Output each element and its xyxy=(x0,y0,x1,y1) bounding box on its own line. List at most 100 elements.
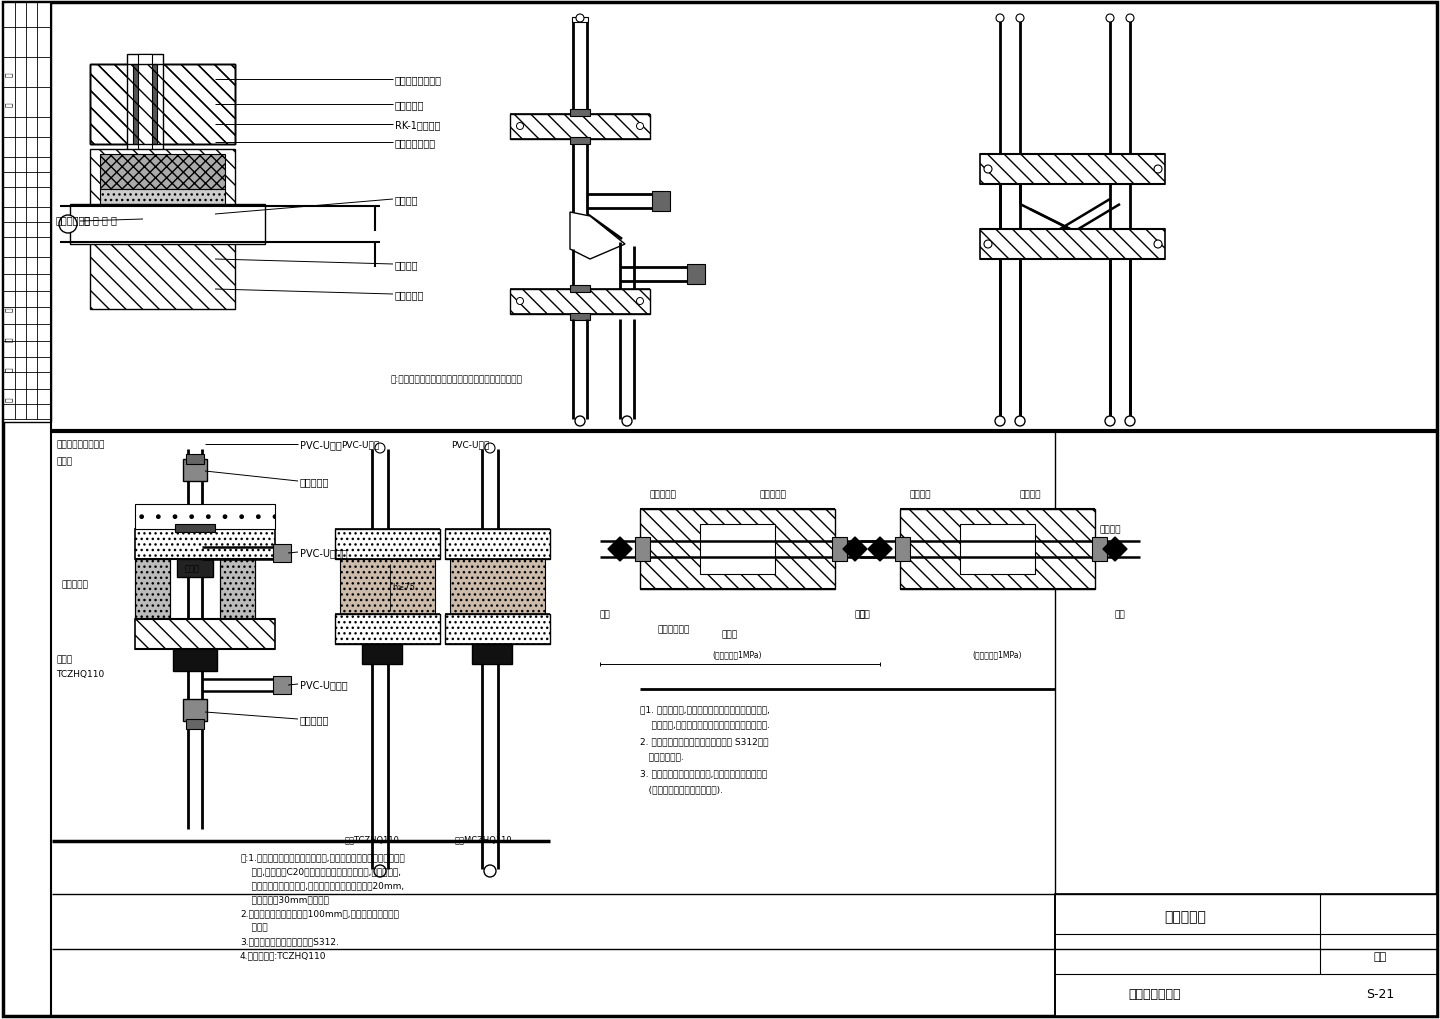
Bar xyxy=(138,55,153,155)
Bar xyxy=(832,537,847,561)
Text: 支模,并且采用C20细石混凝土分二次浇筑管套,浇筑结束后,: 支模,并且采用C20细石混凝土分二次浇筑管套,浇筑结束后, xyxy=(240,866,400,875)
Text: 阻火圈: 阻火圈 xyxy=(56,655,72,663)
Polygon shape xyxy=(570,213,625,260)
Bar xyxy=(274,544,291,562)
Polygon shape xyxy=(842,537,867,561)
Polygon shape xyxy=(1103,537,1128,561)
Circle shape xyxy=(995,417,1005,427)
Text: 球墨铸铁排水管: 球墨铸铁排水管 xyxy=(395,138,436,148)
Circle shape xyxy=(374,865,386,877)
Bar xyxy=(687,265,706,284)
Bar xyxy=(900,510,1094,589)
Text: 室内管段: 室内管段 xyxy=(1100,525,1122,534)
Bar xyxy=(445,530,550,559)
Bar xyxy=(336,530,441,559)
Bar xyxy=(570,110,590,117)
Bar xyxy=(135,620,275,649)
Text: 用水圈: 用水圈 xyxy=(184,564,200,573)
Text: (水压不小于1MPa): (水压不小于1MPa) xyxy=(972,650,1022,659)
Text: 宽度不小于30mm的阻水层: 宽度不小于30mm的阻水层 xyxy=(240,895,328,904)
Text: 接室外检查井: 接室外检查井 xyxy=(56,215,91,225)
Text: h≥75: h≥75 xyxy=(392,582,415,591)
Text: 3. 其环况钢套管加工完成后,在其外壁均刷防锈一道: 3. 其环况钢套管加工完成后,在其外壁均刷防锈一道 xyxy=(639,768,768,777)
Bar xyxy=(639,510,835,589)
Text: 立管伸缩节: 立管伸缩节 xyxy=(300,714,330,725)
Text: 学生公寓楼: 学生公寓楼 xyxy=(1164,909,1205,923)
Bar xyxy=(132,65,157,145)
Text: 2.明敷立管管径大于或等于100mm时,在楼板贯穿位处设置: 2.明敷立管管径大于或等于100mm时,在楼板贯穿位处设置 xyxy=(240,909,399,917)
Circle shape xyxy=(1153,166,1162,174)
Text: 水: 水 xyxy=(4,103,13,107)
Bar xyxy=(91,65,235,145)
Text: 第二防护层: 第二防护层 xyxy=(760,490,786,499)
Polygon shape xyxy=(868,537,891,561)
Bar xyxy=(183,460,207,482)
Bar xyxy=(510,115,649,140)
Bar xyxy=(510,289,649,315)
Bar xyxy=(71,205,265,245)
Text: 水泥砂浆: 水泥砂浆 xyxy=(395,260,419,270)
Text: 钢制防水套管: 钢制防水套管 xyxy=(658,625,690,634)
Circle shape xyxy=(636,123,644,130)
Text: 3.钢制防水套管的做法见图集S312.: 3.钢制防水套管的做法见图集S312. xyxy=(240,936,338,946)
Circle shape xyxy=(575,417,585,427)
Text: 刚性防水套管.: 刚性防水套管. xyxy=(639,753,684,762)
Bar xyxy=(570,314,590,321)
Text: 核: 核 xyxy=(4,397,13,401)
Text: 计: 计 xyxy=(4,337,13,342)
Text: 排: 排 xyxy=(4,72,13,77)
Circle shape xyxy=(59,216,76,233)
Bar xyxy=(135,530,275,559)
Bar xyxy=(340,559,435,614)
Text: 防 水 胶 泥: 防 水 胶 泥 xyxy=(84,215,117,225)
Text: 注:1.管道穿越楼板处为固定支点时,管道支架基本直接在土板上进行: 注:1.管道穿越楼板处为固定支点时,管道支架基本直接在土板上进行 xyxy=(240,853,405,862)
Text: 立管伸缩节: 立管伸缩节 xyxy=(300,477,330,486)
Text: 设: 设 xyxy=(4,308,13,312)
Bar xyxy=(445,614,550,644)
Bar xyxy=(183,699,207,721)
Circle shape xyxy=(576,15,585,23)
Bar xyxy=(99,190,225,225)
Polygon shape xyxy=(608,537,632,561)
Text: (底漆包括红丹或红丹不少于).: (底漆包括红丹或红丹不少于). xyxy=(639,785,723,794)
Text: 闸门: 闸门 xyxy=(1115,610,1126,619)
Text: 排水横干管: 排水横干管 xyxy=(395,100,425,110)
Bar xyxy=(451,559,544,614)
Bar xyxy=(570,138,590,145)
Text: 橡胶圈: 橡胶圈 xyxy=(56,458,72,466)
Text: PVC-U立管: PVC-U立管 xyxy=(300,439,341,449)
Circle shape xyxy=(1017,15,1024,23)
Bar xyxy=(91,150,235,310)
Text: 细石混凝土二次找坡: 细石混凝土二次找坡 xyxy=(56,440,104,449)
Bar xyxy=(960,525,1035,575)
Bar xyxy=(127,55,163,155)
Bar xyxy=(135,559,170,620)
Text: 注:立管与专用通气管连接处的位置具体见相关水系统图: 注:立管与专用通气管连接处的位置具体见相关水系统图 xyxy=(390,375,521,384)
Text: TCZHQ110: TCZHQ110 xyxy=(56,669,104,679)
Circle shape xyxy=(996,15,1004,23)
Text: RK-1柔性抗震: RK-1柔性抗震 xyxy=(395,120,441,129)
Circle shape xyxy=(984,240,992,249)
Bar xyxy=(700,525,775,575)
Bar xyxy=(1056,894,1437,1016)
Text: 闸门: 闸门 xyxy=(599,610,611,619)
Text: 闸门: 闸门 xyxy=(854,610,865,619)
Text: 混凝土外墙: 混凝土外墙 xyxy=(395,289,425,300)
Text: 第一防护层: 第一防护层 xyxy=(649,490,677,499)
Circle shape xyxy=(1104,417,1115,427)
Circle shape xyxy=(1126,15,1133,23)
Bar xyxy=(570,285,590,292)
Bar xyxy=(186,719,204,730)
Text: 推荐TCZHQ110: 推荐TCZHQ110 xyxy=(346,835,400,844)
Text: 注1. 此图为泄排,给排水管道输入防地下室室护外墙,: 注1. 此图为泄排,给排水管道输入防地下室室护外墙, xyxy=(639,705,770,713)
Circle shape xyxy=(517,123,524,130)
Circle shape xyxy=(1015,417,1025,427)
Bar xyxy=(336,614,441,644)
Bar xyxy=(91,65,235,145)
Text: PVC-U主管: PVC-U主管 xyxy=(341,440,379,449)
Text: 阻水环: 阻水环 xyxy=(721,630,739,639)
Circle shape xyxy=(1106,15,1115,23)
Text: 人防套管: 人防套管 xyxy=(910,490,932,499)
Bar xyxy=(135,504,275,530)
Text: 4.阻火圈型号:TCZHQ110: 4.阻火圈型号:TCZHQ110 xyxy=(240,951,327,960)
